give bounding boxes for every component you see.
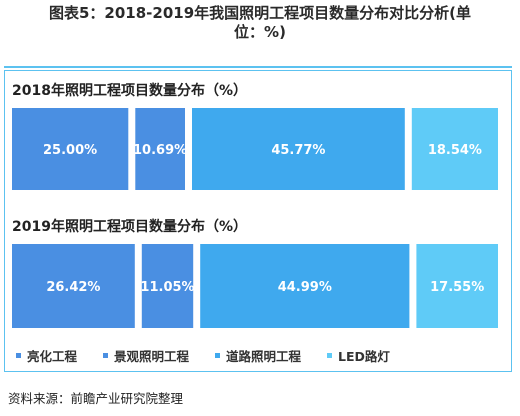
tile-2018-2 <box>192 108 405 190</box>
tile-label-2019-0: 26.42% <box>46 280 100 295</box>
legend-item-road: 道路照明工程 <box>215 346 301 365</box>
tile-label-2018-2: 45.77% <box>271 143 325 158</box>
tile-label-2019-3: 17.55% <box>430 280 484 295</box>
legend-swatch <box>215 353 221 358</box>
tile-2019-1 <box>141 244 194 328</box>
legend-item-lighting: 亮化工程 <box>16 346 77 365</box>
figure-title-line1: 图表5：2018-2019年我国照明工程项目数量分布对比分析(单 <box>48 4 472 22</box>
tile-2018-1 <box>135 108 185 190</box>
legend-swatch <box>103 353 109 358</box>
legend-label: LED路灯 <box>338 349 390 364</box>
tile-2018-3 <box>411 108 498 190</box>
tile-label-2018-1: 10.69% <box>133 143 187 158</box>
tile-label-2018-3: 18.54% <box>428 143 482 158</box>
tile-2019-2 <box>200 244 410 328</box>
tile-2018-0 <box>12 108 129 190</box>
chart-2019-title: 2019年照明工程项目数量分布（%） <box>12 219 247 235</box>
figure-title: 图表5：2018-2019年我国照明工程项目数量分布对比分析(单 位：%) <box>0 4 520 42</box>
legend-item-led: LED路灯 <box>327 346 390 365</box>
legend-label: 亮化工程 <box>27 349 78 364</box>
legend: 亮化工程 景观照明工程 道路照明工程 LED路灯 <box>16 346 390 365</box>
tile-label-2019-1: 11.05% <box>140 280 194 295</box>
chart-2019-strip: 26.42% 11.05% 44.99% 17.55% <box>12 244 498 328</box>
tile-2019-0 <box>12 244 135 328</box>
chart-2018-strip: 25.00% 10.69% 45.77% 18.54% <box>12 108 498 190</box>
figure-title-line2: 位：%) <box>234 23 286 41</box>
legend-item-landscape: 景观照明工程 <box>103 346 189 365</box>
panel-top-rule <box>4 66 512 68</box>
legend-swatch <box>16 353 21 358</box>
legend-swatch <box>327 353 333 358</box>
tile-label-2019-2: 44.99% <box>278 280 332 295</box>
tile-2019-3 <box>416 244 498 328</box>
legend-label: 道路照明工程 <box>226 349 302 364</box>
tile-label-2018-0: 25.00% <box>43 143 97 158</box>
chart-2018-title: 2018年照明工程项目数量分布（%） <box>12 83 247 99</box>
source-note: 资料来源：前瞻产业研究院整理 <box>8 391 184 406</box>
legend-label: 景观照明工程 <box>114 349 190 364</box>
